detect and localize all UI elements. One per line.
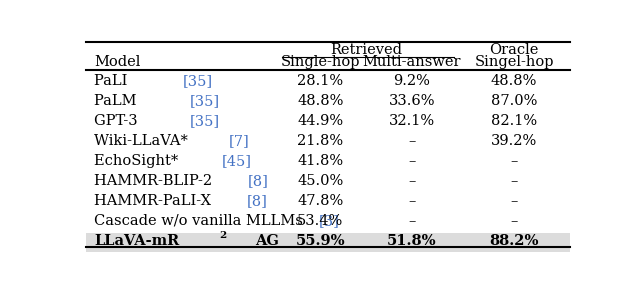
Text: Model: Model (94, 55, 140, 69)
Text: 88.2%: 88.2% (489, 234, 539, 248)
Text: [8]: [8] (247, 194, 268, 208)
Text: –: – (408, 134, 415, 148)
Text: [35]: [35] (190, 114, 220, 128)
Text: [35]: [35] (182, 74, 212, 88)
Text: HAMMR-PaLI-X: HAMMR-PaLI-X (94, 194, 216, 208)
Text: –: – (510, 174, 518, 188)
Text: HAMMR-BLIP-2: HAMMR-BLIP-2 (94, 174, 217, 188)
Text: 47.8%: 47.8% (297, 194, 344, 208)
Text: –: – (408, 154, 415, 168)
Text: 39.2%: 39.2% (491, 134, 537, 148)
Text: 44.9%: 44.9% (297, 114, 343, 128)
Text: 82.1%: 82.1% (491, 114, 537, 128)
Text: [3]: [3] (318, 214, 339, 228)
Text: 32.1%: 32.1% (388, 114, 435, 128)
Text: –: – (408, 174, 415, 188)
Text: 2: 2 (219, 231, 226, 240)
Text: Retrieved: Retrieved (330, 43, 402, 57)
Text: Cascade w/o vanilla MLLMs: Cascade w/o vanilla MLLMs (94, 214, 307, 228)
Text: –: – (408, 194, 415, 208)
Text: PaLM: PaLM (94, 94, 141, 108)
Text: 51.8%: 51.8% (387, 234, 436, 248)
Text: 9.2%: 9.2% (393, 74, 430, 88)
Text: AG: AG (255, 234, 279, 248)
Text: Wiki-LLaVA*: Wiki-LLaVA* (94, 134, 193, 148)
Text: –: – (510, 214, 518, 228)
Text: GPT-3: GPT-3 (94, 114, 142, 128)
Text: 33.6%: 33.6% (388, 94, 435, 108)
Text: Single-hop: Single-hop (280, 55, 360, 69)
Text: Multi-answer: Multi-answer (362, 55, 461, 69)
Text: EchoSight*: EchoSight* (94, 154, 183, 168)
Text: 87.0%: 87.0% (491, 94, 537, 108)
Text: Singel-hop: Singel-hop (474, 55, 554, 69)
Text: 48.8%: 48.8% (297, 94, 344, 108)
Bar (86, 233, 570, 252)
Text: LLaVA-mR: LLaVA-mR (94, 234, 179, 248)
Text: PaLI: PaLI (94, 74, 132, 88)
Text: 53.4%: 53.4% (297, 214, 344, 228)
Text: 55.9%: 55.9% (296, 234, 345, 248)
Text: 48.8%: 48.8% (491, 74, 537, 88)
Text: Oracle: Oracle (490, 43, 539, 57)
Text: 45.0%: 45.0% (297, 174, 344, 188)
Text: 28.1%: 28.1% (297, 74, 343, 88)
Text: 41.8%: 41.8% (297, 154, 343, 168)
Text: [8]: [8] (248, 174, 269, 188)
Text: 21.8%: 21.8% (297, 134, 343, 148)
Text: –: – (510, 194, 518, 208)
Text: [7]: [7] (229, 134, 250, 148)
Text: [45]: [45] (221, 154, 252, 168)
Text: –: – (510, 154, 518, 168)
Text: –: – (408, 214, 415, 228)
Text: [35]: [35] (189, 94, 220, 108)
